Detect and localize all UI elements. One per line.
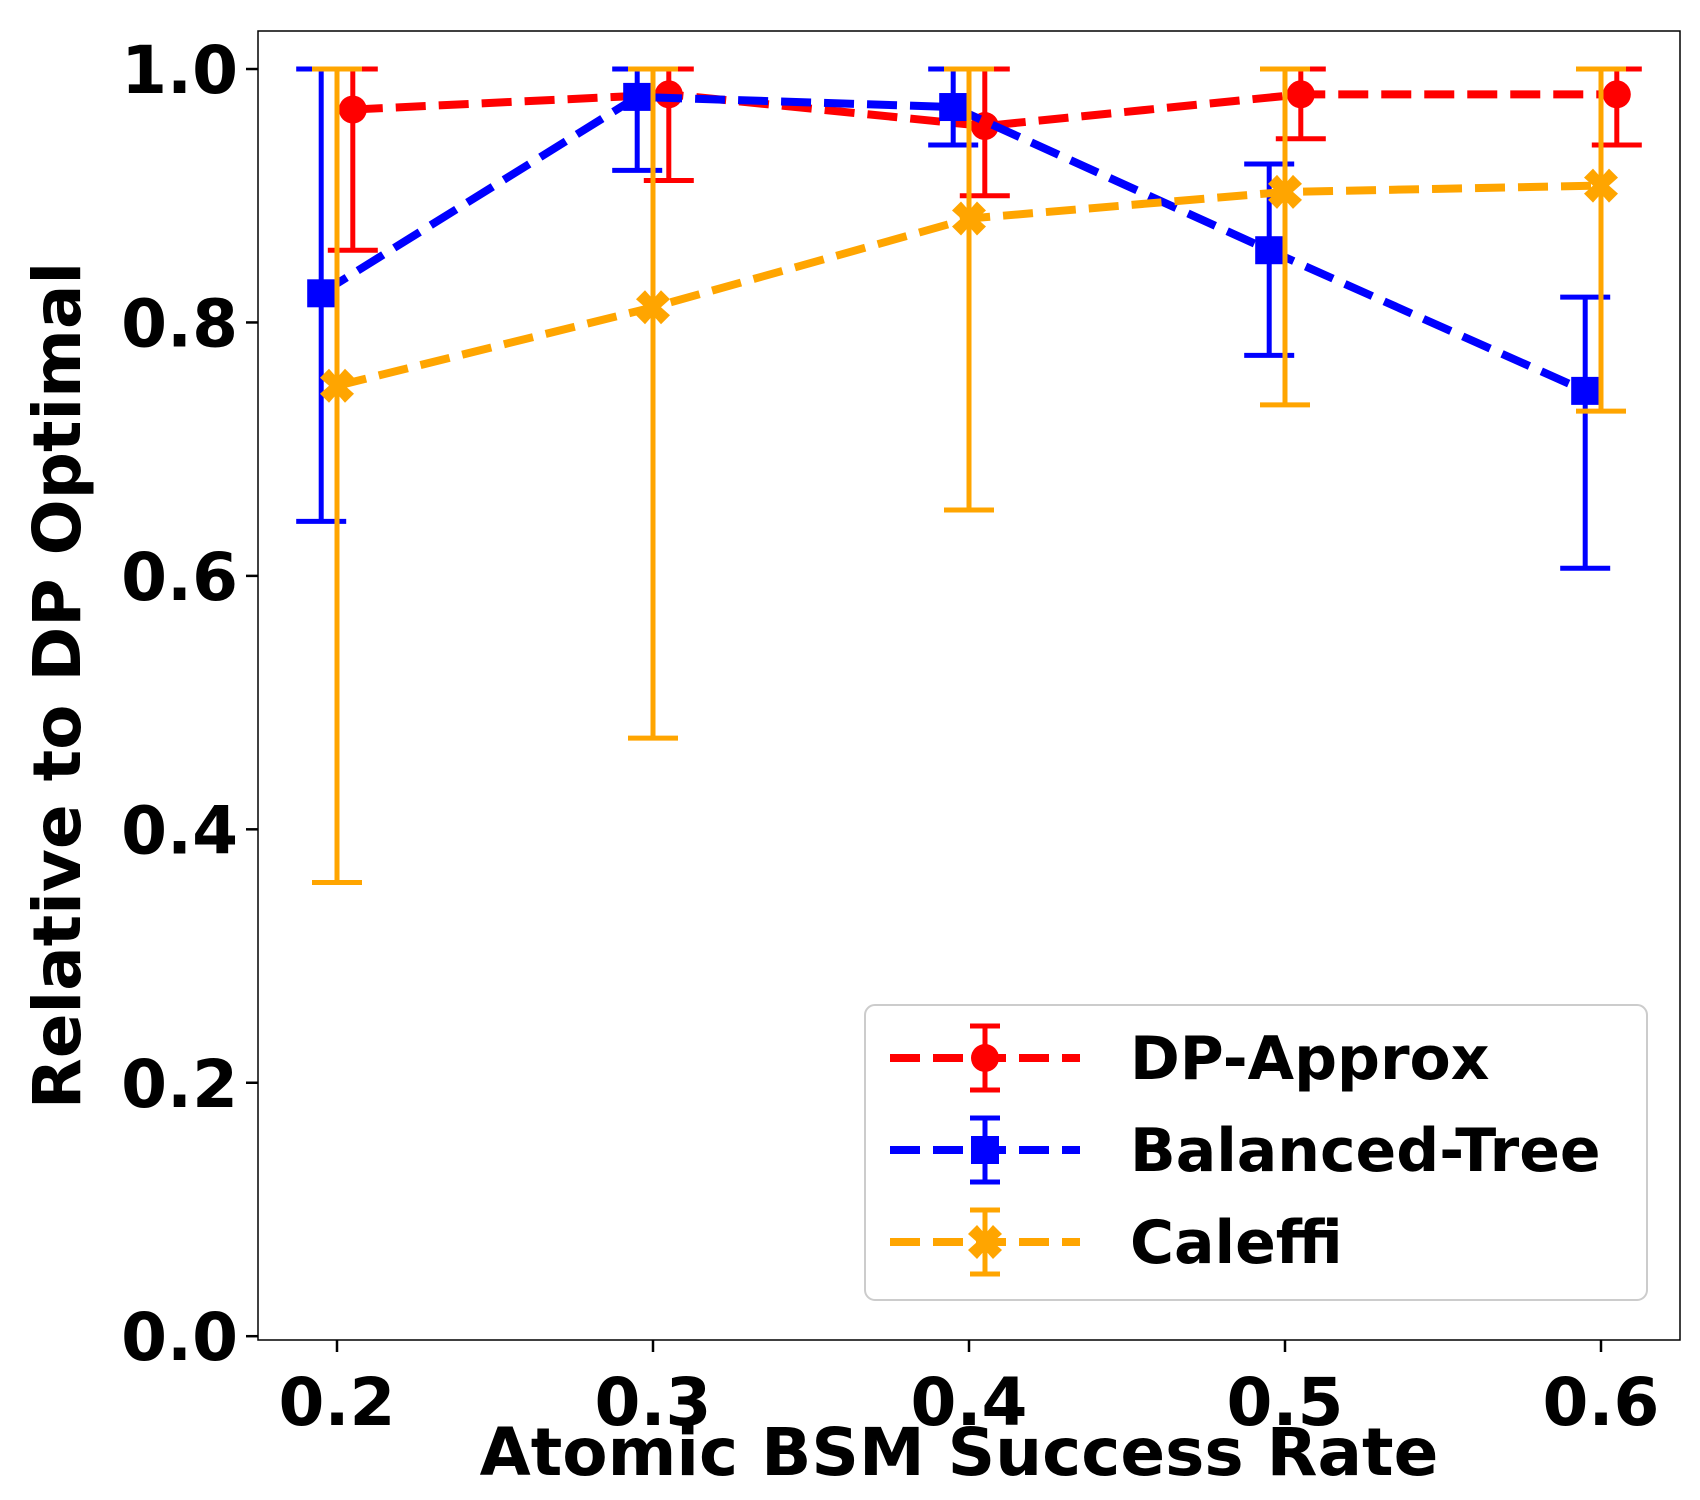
series-balanced-tree <box>296 66 1611 571</box>
data-point-caleffi <box>1268 174 1302 209</box>
data-point-balanced-tree <box>1571 376 1600 405</box>
data-point-dp-approx <box>1286 80 1315 109</box>
x-axis-title: Atomic BSM Success Rate <box>480 1414 1439 1491</box>
data-point-caleffi <box>636 290 670 325</box>
x-tick-label: 0.5 <box>1227 1364 1344 1441</box>
data-point-dp-approx <box>338 95 367 124</box>
data-point-balanced-tree <box>1255 236 1284 265</box>
axes: 0.2 0.3 0.4 0.5 0.6 0.0 0.2 0.4 0.6 0.8 1.0 Atomic … <box>19 30 1681 1491</box>
error-bar-caleffi <box>1576 66 1626 414</box>
y-axis-title: Relative to DP Optimal <box>19 262 96 1109</box>
legend-label: Balanced-Tree <box>1130 1116 1601 1186</box>
error-bar-caleffi <box>944 66 994 513</box>
legend: DP-Approx Balanced-Tree Caleffi <box>864 1004 1648 1301</box>
series-caleffi <box>312 66 1626 886</box>
y-tick-label: 0.6 <box>121 539 238 616</box>
y-tick-label: 0.8 <box>121 285 238 362</box>
data-point-balanced-tree <box>307 279 336 308</box>
y-tick-label: 1.0 <box>121 32 238 109</box>
x-tick-label: 0.4 <box>911 1364 1028 1441</box>
legend-marker <box>971 1136 999 1164</box>
x-tick-label: 0.3 <box>595 1364 712 1441</box>
legend-item-dp-approx: DP-Approx <box>890 1023 1489 1094</box>
error-bar-caleffi <box>312 66 362 886</box>
legend-marker <box>971 1044 999 1072</box>
legend-box <box>864 1004 1648 1301</box>
error-bar-caleffi <box>628 66 678 741</box>
plot-marks <box>296 66 1642 886</box>
data-point-balanced-tree <box>623 82 652 111</box>
series-dp-approx <box>327 66 1642 253</box>
data-point-caleffi <box>952 201 986 236</box>
data-point-balanced-tree <box>939 93 968 122</box>
data-point-caleffi <box>320 368 354 403</box>
legend-marker <box>968 1225 1002 1259</box>
legend-item-balanced-tree: Balanced-Tree <box>890 1115 1601 1186</box>
legend-label: DP-Approx <box>1130 1024 1489 1094</box>
x-tick-label: 0.6 <box>1543 1364 1660 1441</box>
y-tick-label: 0.2 <box>121 1046 238 1123</box>
y-tick-label: 0.4 <box>121 792 238 869</box>
error-bar-caleffi <box>1260 66 1310 408</box>
data-point-dp-approx <box>1602 80 1631 109</box>
legend-item-caleffi: Caleffi <box>890 1207 1343 1278</box>
x-tick-label: 0.2 <box>279 1364 396 1441</box>
y-tick-label: 0.0 <box>121 1299 238 1376</box>
series-line-dp-approx <box>352 90 1617 131</box>
legend-label: Caleffi <box>1130 1208 1343 1278</box>
data-point-caleffi <box>1584 168 1618 203</box>
